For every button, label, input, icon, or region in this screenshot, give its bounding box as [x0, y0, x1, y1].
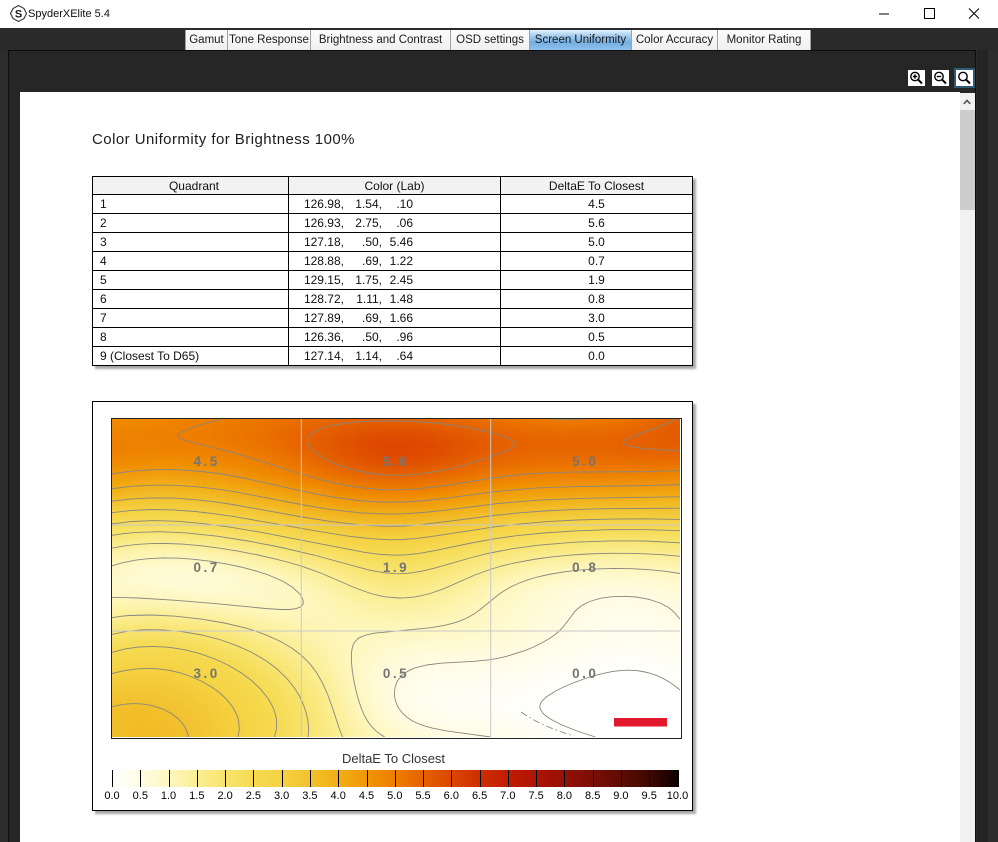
svg-text:0.0: 0.0: [572, 666, 598, 681]
svg-text:0.8: 0.8: [572, 560, 598, 575]
svg-text:5.0: 5.0: [572, 454, 598, 469]
svg-text:S: S: [15, 9, 22, 21]
svg-text:5.6: 5.6: [383, 454, 409, 469]
svg-text:1.9: 1.9: [383, 560, 409, 575]
svg-text:3.0: 3.0: [194, 666, 220, 681]
svg-text:4.5: 4.5: [194, 454, 220, 469]
svg-text:0.5: 0.5: [383, 666, 409, 681]
svg-text:0.7: 0.7: [194, 560, 220, 575]
